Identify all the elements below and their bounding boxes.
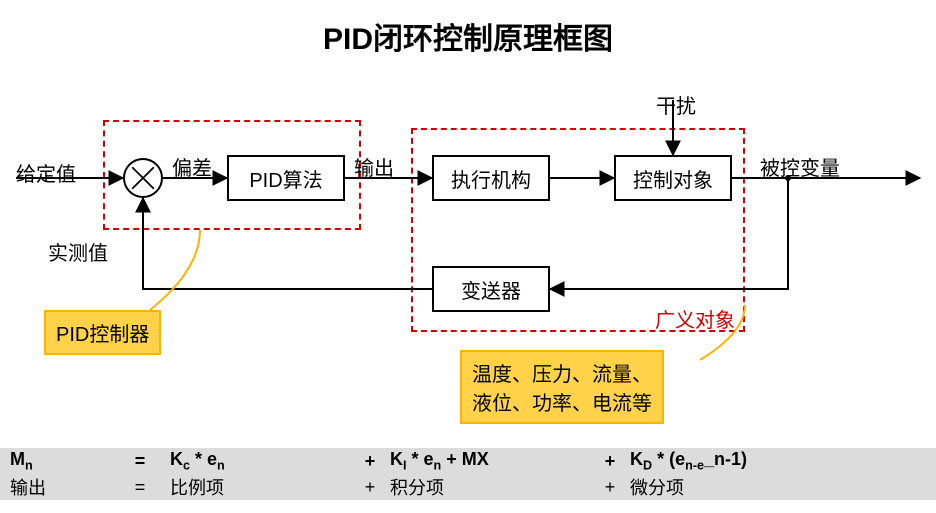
eq-plus: +	[590, 451, 630, 472]
eq-legend-i: 积分项	[390, 474, 590, 500]
block-actuator: 执行机构	[432, 155, 550, 201]
eq-equals: =	[110, 477, 170, 498]
block-plant: 控制对象	[614, 155, 732, 201]
eq-legend-d: 微分项	[630, 474, 830, 500]
label-measured: 实测值	[48, 237, 108, 266]
block-transmitter-label: 变送器	[461, 275, 521, 304]
eq-legend-p: 比例项	[170, 474, 350, 500]
eq-plus: +	[590, 477, 630, 498]
callout-connector	[150, 230, 200, 310]
generalized-object-label: 广义对象	[655, 304, 735, 333]
block-transmitter: 变送器	[432, 266, 550, 312]
label-setpoint: 给定值	[16, 158, 76, 187]
equation-band: Mn = Kc * en + KI * en + MX + KD * (en‑e…	[0, 448, 936, 500]
eq-plus: +	[350, 451, 390, 472]
label-error: 偏差	[172, 152, 212, 181]
equation-row-formula: Mn = Kc * en + KI * en + MX + KD * (en‑e…	[0, 448, 936, 474]
block-pid-algorithm: PID算法	[227, 155, 345, 201]
callout-pid-controller: PID控制器	[44, 310, 161, 355]
diagram-title: PID闭环控制原理框图	[0, 14, 936, 58]
label-process-variable: 被控变量	[760, 152, 840, 181]
callout-generalized-examples: 温度、压力、流量、 液位、功率、电流等	[460, 350, 664, 424]
label-disturbance: 干扰	[656, 90, 696, 119]
label-output: 输出	[354, 152, 394, 181]
equation-row-legend: 输出 = 比例项 + 积分项 + 微分项	[0, 474, 936, 500]
summing-cross-icon	[125, 160, 161, 196]
diagram-canvas: PID闭环控制原理框图 广义对象 PID算法 执行机构 控制对象 变送器 给定值…	[0, 0, 936, 513]
summing-junction	[123, 158, 163, 198]
block-pid-label: PID算法	[249, 164, 322, 193]
eq-equals: =	[110, 451, 170, 472]
block-plant-label: 控制对象	[633, 164, 713, 193]
eq-legend-output: 输出	[0, 474, 110, 500]
eq-plus: +	[350, 477, 390, 498]
block-actuator-label: 执行机构	[451, 164, 531, 193]
